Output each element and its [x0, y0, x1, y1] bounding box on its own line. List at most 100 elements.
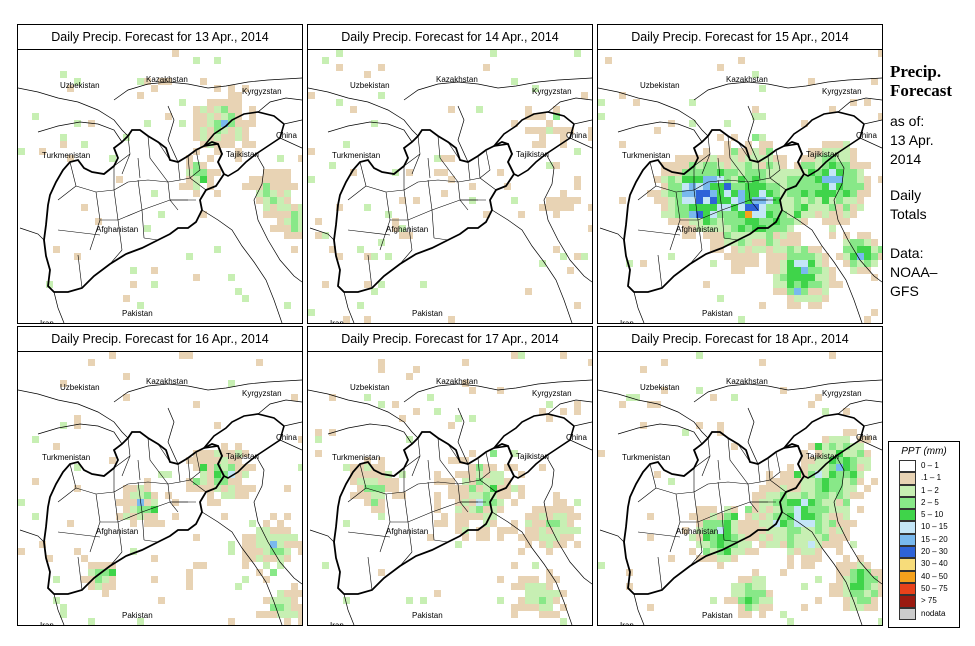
precip-cell	[843, 555, 850, 562]
precip-cell	[553, 204, 560, 211]
precip-cell	[256, 541, 263, 548]
precip-cell	[836, 562, 843, 569]
precip-cell	[378, 359, 385, 366]
precip-cell	[710, 239, 717, 246]
precip-cell	[738, 183, 745, 190]
precip-cell	[336, 99, 343, 106]
precip-cell	[808, 78, 815, 85]
precip-cell	[745, 576, 752, 583]
precip-cell	[228, 127, 235, 134]
precip-cell	[235, 288, 242, 295]
precip-cell	[857, 562, 864, 569]
precip-cell	[483, 513, 490, 520]
precip-cell	[801, 253, 808, 260]
precip-cell	[193, 562, 200, 569]
precip-cell	[483, 492, 490, 499]
precip-cell	[773, 225, 780, 232]
precip-cell	[525, 288, 532, 295]
precip-cell	[560, 141, 567, 148]
precip-cell	[787, 246, 794, 253]
precip-cell	[836, 527, 843, 534]
map-label-china: China	[276, 131, 297, 140]
precip-cell	[864, 583, 871, 590]
precip-cell	[794, 253, 801, 260]
map-label-tajikistan: Tajikistan	[226, 150, 259, 159]
precip-cell	[808, 471, 815, 478]
precip-cell	[773, 478, 780, 485]
precip-cell	[857, 260, 864, 267]
precip-cell	[165, 471, 172, 478]
precip-cell	[165, 78, 172, 85]
precip-cell	[249, 141, 256, 148]
precip-cell	[193, 478, 200, 485]
precip-cell	[745, 513, 752, 520]
precip-cell	[829, 590, 836, 597]
map-label-afghanistan: Afghanistan	[386, 225, 428, 234]
precip-cell	[794, 232, 801, 239]
precip-cell	[144, 120, 151, 127]
precip-cell	[95, 576, 102, 583]
precip-cell	[724, 155, 731, 162]
precip-cell	[836, 436, 843, 443]
precip-cell	[193, 127, 200, 134]
precip-cell	[144, 478, 151, 485]
precip-cell	[822, 408, 829, 415]
precip-cell	[780, 239, 787, 246]
precip-cell	[270, 611, 277, 618]
precip-cell	[60, 611, 67, 618]
precip-cell	[710, 246, 717, 253]
precip-cell	[560, 190, 567, 197]
precip-cell	[291, 394, 298, 401]
precip-cell	[525, 127, 532, 134]
precip-cell	[525, 597, 532, 604]
precip-cell	[574, 50, 581, 57]
precip-cell	[654, 176, 661, 183]
precip-cell	[801, 204, 808, 211]
precip-cell	[539, 541, 546, 548]
precip-cell	[724, 176, 731, 183]
precip-cell	[801, 190, 808, 197]
map-label-iran: Iran	[40, 319, 54, 323]
precip-cell	[525, 527, 532, 534]
precip-cell	[822, 183, 829, 190]
precip-cell	[829, 141, 836, 148]
precip-cell	[731, 183, 738, 190]
map-label-iran: Iran	[330, 319, 344, 323]
precip-cell	[200, 162, 207, 169]
precip-cell	[221, 492, 228, 499]
legend-label: .1 – 1	[921, 473, 942, 483]
map-label-turkmenistan: Turkmenistan	[42, 453, 90, 462]
precip-cell	[745, 597, 752, 604]
precip-cell	[696, 169, 703, 176]
precip-cell	[850, 99, 857, 106]
precip-cell	[808, 148, 815, 155]
precip-cell	[787, 225, 794, 232]
precip-cell	[843, 176, 850, 183]
map-label-uzbekistan: Uzbekistan	[60, 383, 100, 392]
precip-cell	[235, 99, 242, 106]
precip-cell	[214, 113, 221, 120]
precip-cell	[766, 239, 773, 246]
precip-cell	[710, 534, 717, 541]
precip-cell	[462, 485, 469, 492]
precip-cell	[364, 499, 371, 506]
precip-cell	[850, 155, 857, 162]
precip-cell	[263, 183, 270, 190]
precip-cell	[836, 541, 843, 548]
precip-cell	[647, 401, 654, 408]
precip-cell	[724, 190, 731, 197]
precip-cell	[752, 527, 759, 534]
precip-cell	[829, 281, 836, 288]
precip-cell	[95, 562, 102, 569]
legend-row: nodata	[889, 607, 959, 620]
precip-cell	[256, 548, 263, 555]
precip-cell	[392, 225, 399, 232]
precip-cell	[270, 541, 277, 548]
precip-cell	[794, 218, 801, 225]
precip-cell	[752, 260, 759, 267]
precip-cell	[738, 197, 745, 204]
precip-cell	[640, 366, 647, 373]
precip-cell	[787, 204, 794, 211]
precip-cell	[857, 569, 864, 576]
precip-cell	[357, 485, 364, 492]
